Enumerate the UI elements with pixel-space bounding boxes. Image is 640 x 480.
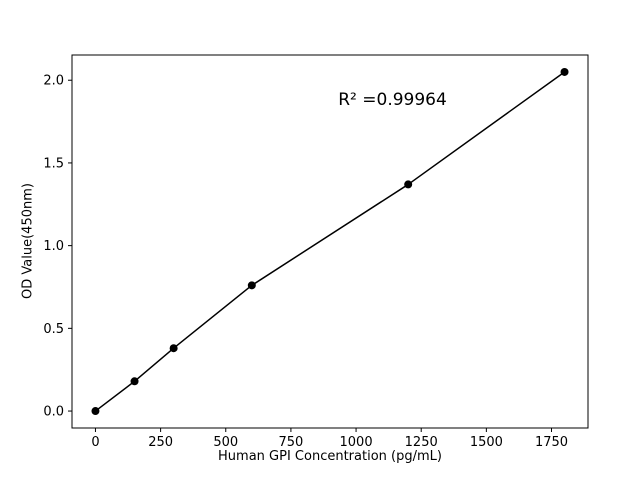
plot-frame bbox=[71, 54, 589, 429]
x-tick-label: 0 bbox=[91, 435, 99, 450]
y-tick-label: 0.0 bbox=[43, 405, 64, 420]
x-tick-label: 1250 bbox=[405, 435, 438, 450]
y-tick-label: 0.5 bbox=[43, 322, 64, 337]
data-point bbox=[247, 281, 256, 290]
y-tick-label: 1.5 bbox=[43, 156, 64, 171]
data-point bbox=[169, 344, 178, 353]
x-tick-label: 500 bbox=[213, 435, 238, 450]
y-tick-label: 1.0 bbox=[43, 239, 64, 254]
x-tick-label: 250 bbox=[148, 435, 173, 450]
data-point bbox=[404, 180, 413, 189]
data-point bbox=[130, 377, 139, 386]
y-tick-label: 2.0 bbox=[43, 74, 64, 89]
fit-line bbox=[95, 71, 565, 412]
x-tick-label: 1750 bbox=[535, 435, 568, 450]
x-axis-label: Human GPI Concentration (pg/mL) bbox=[218, 449, 442, 464]
y-axis-label: OD Value(450nm) bbox=[20, 183, 36, 299]
x-tick-label: 750 bbox=[278, 435, 303, 450]
x-tick-label: 1000 bbox=[340, 435, 373, 450]
data-point bbox=[91, 407, 100, 416]
r-squared-annotation: R² =0.99964 bbox=[338, 90, 447, 111]
x-tick-label: 1500 bbox=[470, 435, 503, 450]
data-point bbox=[560, 67, 569, 76]
